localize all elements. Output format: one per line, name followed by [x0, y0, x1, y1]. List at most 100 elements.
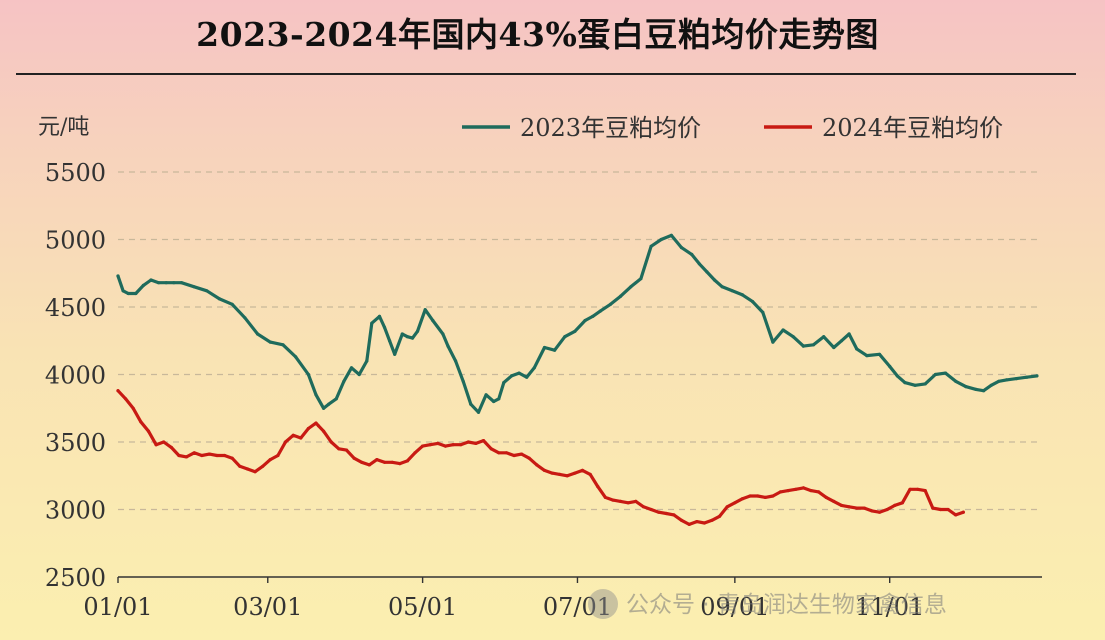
data-point — [710, 518, 714, 522]
data-point — [217, 297, 222, 301]
data-point — [916, 487, 920, 491]
legend-label: 2024年豆粕均价 — [822, 114, 1003, 142]
data-point — [1004, 378, 1009, 382]
data-point — [832, 499, 836, 503]
data-point — [964, 385, 968, 389]
data-point — [344, 448, 349, 452]
wechat-icon — [588, 588, 618, 619]
data-point — [469, 402, 473, 406]
data-point — [580, 468, 585, 472]
data-point — [291, 433, 295, 437]
data-point — [504, 451, 508, 455]
data-point — [360, 460, 364, 464]
data-point — [629, 285, 633, 289]
data-point — [476, 410, 481, 414]
watermark: 公众号 · 青岛润达生物家禽信息 — [588, 585, 947, 621]
data-point — [702, 521, 707, 525]
data-point — [938, 507, 943, 512]
data-point — [573, 471, 577, 475]
x-tick-label: 09/01 — [700, 593, 769, 621]
data-point — [131, 406, 135, 410]
data-point — [695, 520, 699, 524]
data-point — [492, 399, 496, 404]
data-point — [276, 453, 280, 458]
data-point — [413, 451, 417, 455]
data-point — [885, 507, 889, 512]
data-point — [603, 495, 608, 499]
data-point — [900, 501, 905, 505]
data-point — [184, 455, 189, 459]
data-point — [824, 495, 828, 499]
data-point — [781, 328, 785, 332]
data-point — [405, 335, 409, 339]
data-point — [162, 440, 166, 444]
data-point — [484, 393, 488, 397]
data-point — [525, 375, 529, 379]
series-line — [116, 233, 1039, 414]
data-point — [550, 471, 554, 475]
data-point — [817, 490, 821, 494]
data-point — [141, 283, 145, 287]
data-point — [146, 429, 151, 433]
data-point — [390, 460, 394, 464]
data-point — [730, 289, 734, 293]
data-point — [535, 463, 539, 467]
x-tick-label: 05/01 — [388, 593, 457, 621]
watermark-text: 公众号 · 青岛润达生物家禽信息 — [626, 592, 947, 618]
data-point — [164, 281, 168, 285]
data-point — [649, 507, 653, 512]
data-point — [405, 459, 409, 463]
data-point — [334, 397, 338, 401]
data-point — [923, 382, 927, 386]
data-point — [591, 314, 595, 318]
data-point — [679, 518, 684, 522]
data-point — [573, 329, 577, 333]
x-tick-label: 03/01 — [233, 593, 302, 621]
data-point — [748, 494, 752, 498]
data-point — [657, 510, 661, 514]
data-point — [527, 456, 531, 460]
data-point — [811, 343, 816, 347]
data-point — [596, 485, 600, 489]
data-point — [855, 506, 859, 510]
data-point — [997, 379, 1001, 383]
data-point — [786, 489, 790, 493]
data-point — [116, 274, 120, 278]
data-point — [200, 453, 204, 458]
data-point — [619, 499, 623, 503]
data-point — [172, 281, 176, 285]
data-point — [177, 453, 181, 458]
data-point — [322, 429, 326, 433]
data-point — [931, 506, 935, 510]
data-point — [497, 397, 501, 401]
data-point — [466, 440, 470, 444]
data-point — [314, 393, 318, 397]
data-point — [751, 300, 755, 304]
y-tick-label: 3500 — [45, 429, 106, 457]
title-divider — [16, 73, 1076, 75]
data-point — [126, 291, 130, 296]
data-point — [256, 332, 260, 336]
data-point — [697, 262, 701, 266]
data-point — [712, 278, 717, 282]
data-point — [862, 506, 866, 510]
data-point — [598, 309, 602, 313]
legend-item-2: 2024年豆粕均价 — [764, 114, 1003, 142]
data-point — [553, 348, 557, 352]
legend-item-1: 2023年豆粕均价 — [462, 114, 701, 142]
data-point — [649, 244, 653, 248]
data-point — [157, 281, 161, 285]
data-point — [619, 294, 623, 298]
data-point — [337, 447, 341, 451]
data-point — [299, 436, 303, 440]
data-point — [230, 302, 234, 306]
data-point — [436, 441, 440, 445]
data-point — [641, 505, 646, 509]
data-point — [794, 487, 798, 491]
data-point — [268, 458, 272, 462]
data-point — [238, 464, 242, 468]
data-point — [223, 453, 227, 458]
data-point — [1035, 374, 1039, 378]
data-point — [377, 314, 382, 318]
data-point — [243, 316, 247, 320]
